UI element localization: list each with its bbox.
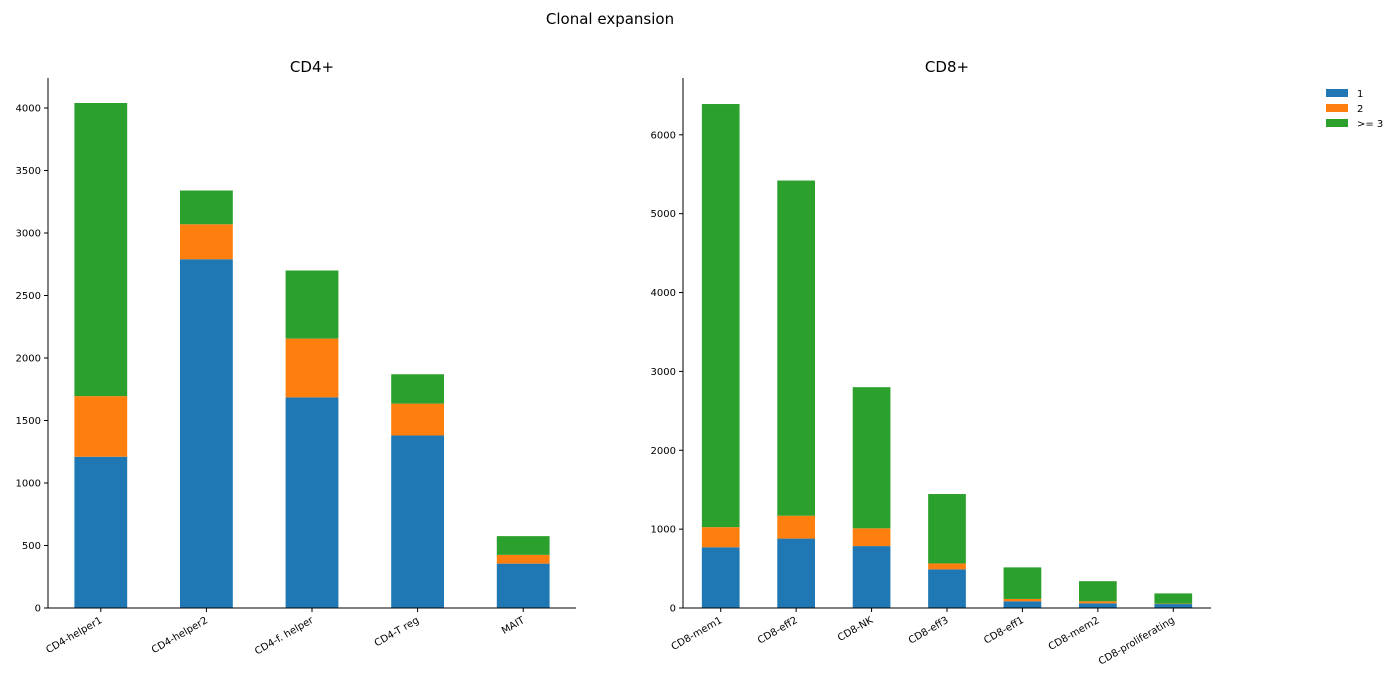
chart-title-cd4: CD4+ xyxy=(290,58,334,76)
bar-cd8-eff3-series-1 xyxy=(928,569,966,608)
bar-cd8-mem1-series-2 xyxy=(701,527,740,548)
x-tick-label-cd8-mem1: CD8-mem1 xyxy=(670,615,725,653)
x-tick-label-mait: MAIT xyxy=(500,615,528,637)
x-tick-label-cd4-t-reg: CD4-T reg xyxy=(373,615,421,649)
y-tick-label-cd4-4000: 4000 xyxy=(16,104,41,115)
bar-cd8-eff2-series-ge-3 xyxy=(777,180,815,516)
x-tick-label-cd4-helper1: CD4-helper1 xyxy=(44,615,104,656)
bar-cd4-t-reg-series-1 xyxy=(391,435,444,608)
bar-cd4-t-reg-series-ge-3 xyxy=(391,374,444,404)
legend-swatch-2 xyxy=(1326,104,1348,112)
y-tick-label-cd4-2000: 2000 xyxy=(16,354,41,365)
y-tick-label-cd4-1000: 1000 xyxy=(16,479,41,490)
y-tick-label-cd4-0: 0 xyxy=(35,604,41,615)
y-tick-label-cd4-3500: 3500 xyxy=(16,166,41,177)
y-tick-label-cd4-3000: 3000 xyxy=(16,229,41,240)
x-tick-label-cd8-proliferating: CD8-proliferating xyxy=(1097,615,1177,667)
bar-cd8-nk-series-2 xyxy=(852,528,891,547)
legend-swatch-ge-3 xyxy=(1326,119,1348,127)
legend-item-2: 2 xyxy=(1326,104,1363,115)
bar-cd4-f-helper-series-1 xyxy=(285,397,339,608)
legend-item-1: 1 xyxy=(1326,89,1363,100)
bar-mait-series-1 xyxy=(496,563,550,608)
bar-cd8-eff2-series-2 xyxy=(777,515,815,539)
bar-cd4-helper1-series-1 xyxy=(74,456,128,608)
x-tick-label-cd8-eff2: CD8-eff2 xyxy=(756,615,800,647)
y-tick-label-cd8-6000: 6000 xyxy=(651,130,676,141)
bar-cd8-mem2-series-ge-3 xyxy=(1079,581,1117,602)
y-tick-label-cd8-0: 0 xyxy=(670,604,676,615)
bar-cd8-eff1-series-1 xyxy=(1003,601,1042,608)
y-tick-label-cd8-4000: 4000 xyxy=(651,288,676,299)
legend: 1 2 >= 3 xyxy=(1326,89,1383,130)
bar-mait-series-2 xyxy=(496,554,550,564)
bar-cd8-eff2-series-1 xyxy=(777,538,815,608)
bar-cd8-proliferating-series-1 xyxy=(1154,604,1193,608)
bar-cd8-eff3-series-ge-3 xyxy=(928,494,966,564)
y-tick-label-cd4-500: 500 xyxy=(22,541,41,552)
figure-title: Clonal expansion xyxy=(546,10,674,28)
bar-cd4-helper2-series-2 xyxy=(180,224,233,260)
bar-cd8-mem1-series-1 xyxy=(701,547,740,608)
x-tick-label-cd8-nk: CD8-NK xyxy=(836,615,875,644)
bar-mait-series-ge-3 xyxy=(496,536,550,555)
chart-title-cd8: CD8+ xyxy=(925,58,969,76)
bar-cd4-f-helper-series-ge-3 xyxy=(285,270,339,339)
y-tick-label-cd4-2500: 2500 xyxy=(16,291,41,302)
bar-cd4-helper2-series-1 xyxy=(180,259,233,608)
legend-label-2: 2 xyxy=(1357,104,1363,115)
x-tick-label-cd4-helper2: CD4-helper2 xyxy=(150,615,210,656)
bar-cd8-nk-series-ge-3 xyxy=(852,387,891,529)
bar-cd4-helper1-series-ge-3 xyxy=(74,103,128,397)
legend-item-ge-3: >= 3 xyxy=(1326,119,1383,130)
y-tick-label-cd4-1500: 1500 xyxy=(16,416,41,427)
y-tick-label-cd8-1000: 1000 xyxy=(651,525,676,536)
x-tick-label-cd8-eff1: CD8-eff1 xyxy=(982,615,1026,647)
bar-cd8-eff1-series-2 xyxy=(1003,598,1042,602)
bar-cd4-t-reg-series-2 xyxy=(391,403,444,436)
y-tick-label-cd8-2000: 2000 xyxy=(651,446,676,457)
y-tick-label-cd8-5000: 5000 xyxy=(651,209,676,220)
bar-cd8-mem2-series-2 xyxy=(1079,601,1117,604)
bar-cd4-helper1-series-2 xyxy=(74,396,128,457)
chart-panels: CD4+ 0 500 1000 1500 2000 2500 3000 3500 4000 CD4-… xyxy=(16,58,1211,668)
legend-label-ge-3: >= 3 xyxy=(1357,119,1383,130)
bars-cd4 xyxy=(74,103,550,608)
x-tick-label-cd4-f-helper: CD4-f. helper xyxy=(253,615,316,658)
chart-cd8: CD8+ 0 1000 2000 3000 4000 5000 6000 CD8-mem1 CD8… xyxy=(651,58,1211,668)
bar-cd8-mem2-series-1 xyxy=(1079,603,1117,608)
bar-cd8-proliferating-series-ge-3 xyxy=(1154,593,1193,604)
legend-label-1: 1 xyxy=(1357,89,1363,100)
chart-cd4: CD4+ 0 500 1000 1500 2000 2500 3000 3500 4000 CD4-… xyxy=(16,58,576,657)
bar-cd4-helper2-series-ge-3 xyxy=(180,190,233,225)
bar-cd8-nk-series-1 xyxy=(852,546,891,608)
bar-cd4-f-helper-series-2 xyxy=(285,338,339,398)
x-tick-label-cd8-mem2: CD8-mem2 xyxy=(1047,615,1102,653)
x-tick-label-cd8-eff3: CD8-eff3 xyxy=(907,615,951,647)
bar-cd8-mem1-series-ge-3 xyxy=(701,104,740,528)
bar-cd8-eff3-series-2 xyxy=(928,563,966,570)
legend-swatch-1 xyxy=(1326,89,1348,97)
bar-cd8-eff1-series-ge-3 xyxy=(1003,567,1042,599)
y-tick-label-cd8-3000: 3000 xyxy=(651,367,676,378)
bars-cd8 xyxy=(701,104,1193,608)
